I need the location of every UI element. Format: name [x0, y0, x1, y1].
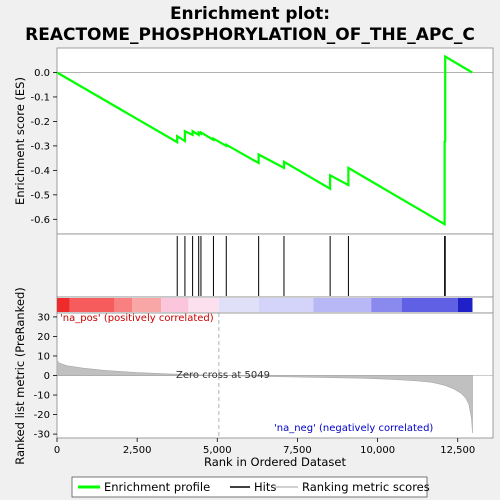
- heat-bar-segment: [161, 298, 189, 312]
- legend-label-enrichment: Enrichment profile: [104, 480, 210, 494]
- chart-title-line1: Enrichment plot:: [170, 4, 330, 24]
- hits-panel: [56, 233, 494, 298]
- ranked-ytick-label: -20: [34, 410, 50, 421]
- heat-bar-segment: [401, 298, 458, 312]
- ranked-ytick-label: -30: [34, 430, 50, 441]
- zero-cross-label: Zero cross at 5049: [176, 370, 270, 381]
- es-ylabel: Enrichment score (ES): [13, 77, 27, 205]
- neg-correlated-label: 'na_neg' (negatively correlated): [274, 423, 433, 434]
- legend-label-ranking: Ranking metric scores: [302, 480, 430, 494]
- xlabel: Rank in Ordered Dataset: [204, 455, 347, 469]
- heat-bar-segment: [218, 298, 259, 312]
- xtick-label: 12,500: [440, 445, 475, 456]
- ranked-ytick-label: 20: [37, 332, 50, 343]
- es-panel: [56, 47, 494, 235]
- ranking-metric-area: [56, 359, 473, 434]
- heat-bar-segment: [258, 298, 314, 312]
- xtick-label: 5,000: [203, 445, 232, 456]
- xtick-label: 2,500: [123, 445, 152, 456]
- heat-bar-segment: [132, 298, 162, 312]
- es-ytick-label: -0.2: [30, 117, 50, 128]
- es-ytick-label: -0.6: [30, 215, 50, 226]
- xtick-label: 10,000: [360, 445, 395, 456]
- pos-correlated-label: 'na_pos' (positively correlated): [60, 313, 214, 324]
- ranked-ytick-label: 10: [37, 351, 50, 362]
- es-ytick-label: -0.5: [30, 190, 50, 201]
- chart-title-line2: REACTOME_PHOSPHORYLATION_OF_THE_APC_C: [25, 25, 475, 45]
- heat-bar-segment: [371, 298, 402, 312]
- es-ytick-label: 0.0: [34, 68, 50, 79]
- heat-bar-segment: [114, 298, 133, 312]
- ranked-ylabel: Ranked list metric (PreRanked): [13, 287, 27, 465]
- xtick-label: 7,500: [283, 445, 312, 456]
- heat-bar-segment: [188, 298, 219, 312]
- es-ytick-label: -0.1: [30, 92, 50, 103]
- heat-bar-segment: [313, 298, 372, 312]
- ranked-ytick-label: 0: [44, 371, 50, 382]
- es-ytick-label: -0.4: [30, 166, 50, 177]
- legend-label-hits: Hits: [254, 480, 276, 494]
- es-ytick-label: -0.3: [30, 141, 50, 152]
- heat-bar-segment: [69, 298, 115, 312]
- ranked-ytick-label: 30: [37, 312, 50, 323]
- enrichment-profile-line: [56, 54, 473, 227]
- heat-bar-segment: [57, 298, 70, 312]
- xtick-label: 0: [54, 445, 60, 456]
- heat-bar-segment: [457, 298, 473, 312]
- ranked-ytick-label: -10: [34, 391, 50, 402]
